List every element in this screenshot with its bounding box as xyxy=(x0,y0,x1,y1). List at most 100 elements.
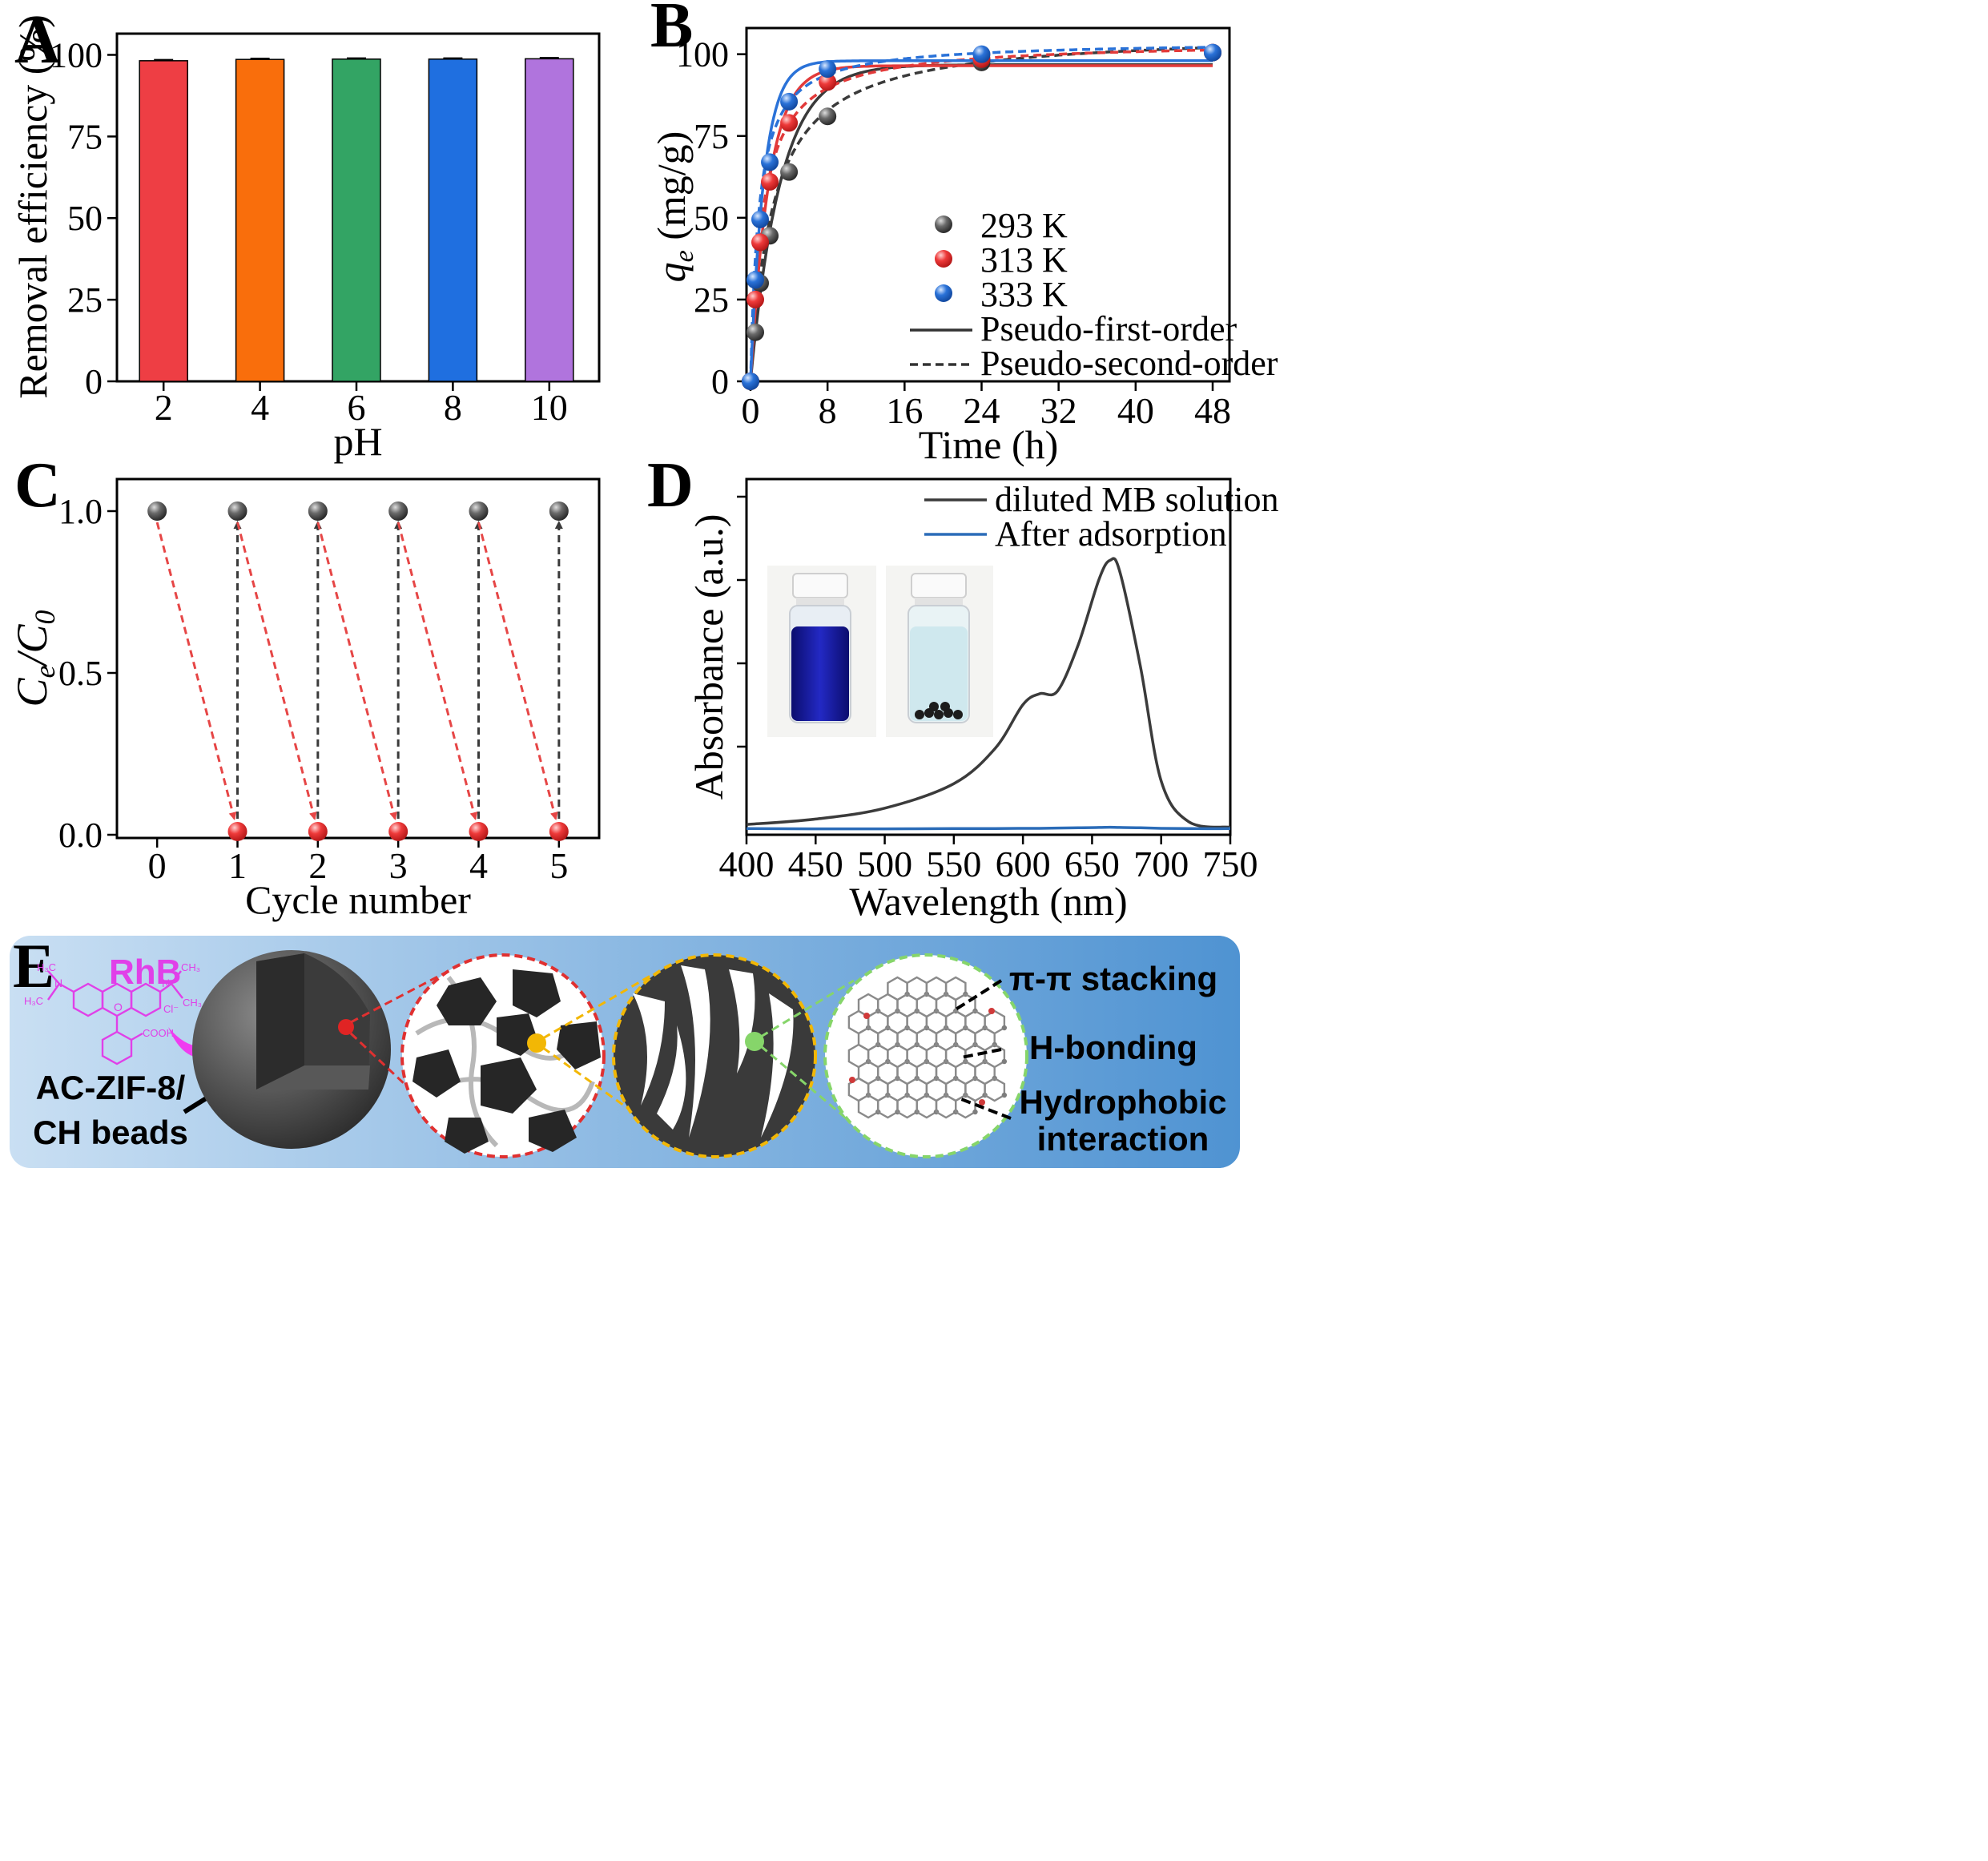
legend-marker-b-1 xyxy=(935,250,952,268)
x-tick-label-4: 4 xyxy=(251,387,269,428)
y-tick-label-50: 50 xyxy=(67,199,103,238)
x-axis-label-c: Cycle number xyxy=(245,877,471,922)
point-b-0-4 xyxy=(780,163,799,181)
y-label-b-unit: (mg/g) xyxy=(649,131,694,251)
panel-c: C 0 1 2 3 4 50.00.51.0 Cycle number Ce/C0 xyxy=(8,450,601,922)
oxygen-atom-0 xyxy=(863,1013,870,1019)
y-label-b-sub: e xyxy=(670,250,699,262)
y-axis-label-c: Ce/C0 xyxy=(8,610,61,707)
bead-label-line1: AC-ZIF-8/ xyxy=(36,1069,186,1106)
x-tick-label-d-400: 400 xyxy=(719,844,775,884)
point-b-0-1 xyxy=(747,323,765,341)
y-label-c-0: 0 xyxy=(29,610,61,624)
inset-photo-before xyxy=(767,566,876,737)
graphene-atom xyxy=(972,1109,978,1115)
graphene-atom xyxy=(1001,1058,1008,1065)
bead-sphere xyxy=(192,950,391,1149)
graphene-atom xyxy=(1001,1092,1008,1098)
bar-10 xyxy=(525,58,574,382)
legend-label-b-1: 313 K xyxy=(980,240,1068,280)
point-b-1-3 xyxy=(761,172,779,191)
x-tick-label-b-40: 40 xyxy=(1117,390,1154,431)
panel-label-b: B xyxy=(650,0,693,61)
point-b-2-1 xyxy=(747,271,765,289)
point-b-1-2 xyxy=(751,233,770,252)
oxygen-atom-3 xyxy=(979,1099,985,1106)
mechanism-interaction: interaction xyxy=(1037,1120,1209,1158)
rhb-label: RhB xyxy=(109,953,181,992)
atom-label-o: O xyxy=(114,1001,123,1013)
graphene-ring xyxy=(954,1094,976,1119)
x-tick-label-b-8: 8 xyxy=(819,390,837,431)
x-tick-label-6: 6 xyxy=(348,387,366,428)
x-axis-label-b: Time (h) xyxy=(919,422,1059,467)
zoom-circle-crystals xyxy=(400,953,606,1158)
y-tick-label-75: 75 xyxy=(67,117,103,156)
oxygen-atom-1 xyxy=(988,1008,995,1014)
atom-label-ch3-1: CH₃ xyxy=(181,961,200,973)
x-tick-label-d-650: 650 xyxy=(1064,844,1120,884)
x-tick-label-2: 2 xyxy=(155,387,173,428)
panel-label-d: D xyxy=(647,450,694,521)
point-b-2-4 xyxy=(780,92,799,111)
legend-label-b-2: 333 K xyxy=(980,275,1068,314)
x-axis-label-a: pH xyxy=(333,419,382,464)
y-label-c-e: e xyxy=(29,665,61,678)
x-tick-label-b-16: 16 xyxy=(886,390,923,431)
oxygen-atom-2 xyxy=(849,1077,855,1083)
y-tick-label-b-25: 25 xyxy=(694,280,729,320)
x-tick-label-c-1: 1 xyxy=(228,845,247,886)
y-tick-label-c-1.0: 1.0 xyxy=(58,492,103,531)
x-tick-label-c-0: 0 xyxy=(148,845,167,886)
desorb-arrow-3 xyxy=(316,522,397,820)
y-tick-label-100: 100 xyxy=(50,35,103,75)
y-axis-label-a: Removal efficiency (%) xyxy=(10,14,55,398)
legend-marker-b-2 xyxy=(935,284,952,302)
low-point-3 xyxy=(388,821,408,841)
x-tick-label-d-700: 700 xyxy=(1133,844,1189,884)
high-point-4 xyxy=(469,502,489,521)
legend-label-b-0: 293 K xyxy=(980,206,1068,245)
atom-label-cl: Cl⁻ xyxy=(163,1003,179,1015)
atom-label-cooh: COOH xyxy=(143,1027,174,1039)
graphene-ring xyxy=(984,1077,1006,1102)
low-point-1 xyxy=(227,821,247,841)
mechanism-labels: π-π stacking H-bonding Hydrophobic inter… xyxy=(952,960,1227,1158)
panel-label-a: A xyxy=(14,6,61,77)
x-tick-label-b-48: 48 xyxy=(1194,390,1231,431)
mechanism-h-bonding: H-bonding xyxy=(1029,1029,1197,1066)
atom-label-ch3-2: CH₃ xyxy=(183,997,202,1009)
point-b-2-6 xyxy=(972,45,991,63)
point-b-2-7 xyxy=(1204,43,1221,62)
legend-marker-b-0 xyxy=(935,216,952,233)
atom-label-n-2: N xyxy=(162,977,170,989)
y-axis-label-d: Absorbance (a.u.) xyxy=(686,514,731,800)
desorb-arrow-4 xyxy=(396,522,478,820)
mechanism-pi-pi: π-π stacking xyxy=(1009,960,1217,997)
x-tick-label-b-0: 0 xyxy=(742,390,760,431)
plot-frame-c xyxy=(115,477,601,840)
low-point-4 xyxy=(469,821,489,841)
x-tick-label-10: 10 xyxy=(531,387,568,428)
x-tick-label-c-3: 3 xyxy=(389,845,408,886)
bar-2 xyxy=(139,60,188,382)
x-tick-label-d-550: 550 xyxy=(926,844,981,884)
point-b-2-0 xyxy=(742,373,759,390)
rhb-atom-labels: RhB H₃C H₃C N O N CH₃ CH₃ Cl⁻ COOH xyxy=(24,953,202,1039)
y-axis-label-b: qe (mg/g) xyxy=(649,131,699,283)
y-label-b-q: q xyxy=(649,262,694,282)
atom-label-h3c-1: H₃C xyxy=(37,961,56,973)
x-tick-label-d-450: 450 xyxy=(788,844,843,884)
legend-line-label-b-1: Pseudo-second-order xyxy=(980,344,1278,383)
low-point-2 xyxy=(308,821,328,841)
plot-frame-b xyxy=(745,26,1231,383)
y-tick-label-0: 0 xyxy=(85,362,103,401)
y-tick-label-b-0: 0 xyxy=(711,362,729,401)
bar-6 xyxy=(332,58,381,382)
inset-photo-after xyxy=(886,566,993,737)
desorb-arrow-5 xyxy=(477,522,558,820)
x-tick-label-d-500: 500 xyxy=(857,844,912,884)
y-label-c-c0: /C xyxy=(8,624,56,668)
